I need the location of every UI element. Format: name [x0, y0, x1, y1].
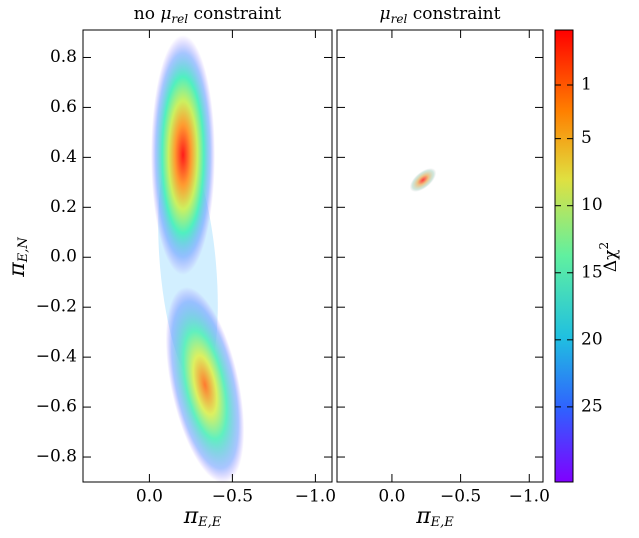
title-symbol: μ: [160, 4, 171, 24]
title-suffix: constraint: [413, 4, 501, 24]
colorbar-tick-label: 1: [581, 74, 592, 94]
colorbar-tick-label: 5: [581, 128, 592, 148]
colorbar-tick-label: 25: [581, 396, 603, 416]
title-prefix: no: [134, 4, 155, 24]
panel-title: no μrel constraint: [134, 4, 282, 29]
y-label-subscript: E,N: [16, 237, 31, 264]
colorbar-label-sup: 2: [597, 242, 611, 250]
colorbar-tick-label: 20: [581, 329, 603, 349]
title-subscript: rel: [391, 12, 408, 26]
colorbar-tick-label: 10: [581, 195, 603, 215]
x-tick-label: −0.5: [212, 487, 253, 507]
x-label-subscript: E,E: [197, 515, 222, 530]
panel-title: μrel constraint: [380, 4, 501, 29]
y-tick-label: −0.6: [36, 397, 77, 417]
title-subscript: rel: [171, 12, 188, 26]
title-suffix: constraint: [194, 4, 282, 24]
y-tick-label: 0.2: [50, 197, 77, 217]
x-label-symbol: π: [183, 504, 199, 529]
y-tick-label: 0.8: [50, 47, 77, 67]
y-axis-label: πE,N: [5, 237, 31, 278]
colorbar-label: Δχ2: [597, 242, 621, 272]
colorbar-label-symbol: Δχ: [601, 250, 621, 273]
x-label-subscript: E,E: [430, 515, 455, 530]
x-axis-label: πE,E: [415, 504, 454, 530]
x-tick-label: −1.0: [295, 487, 336, 507]
y-tick-label: −0.4: [36, 347, 77, 367]
title-symbol: μ: [380, 4, 391, 24]
y-tick-label: 0.4: [50, 147, 77, 167]
colorbar-tick-label: 15: [581, 262, 603, 282]
plot-frame: [82, 29, 333, 483]
density-clouds: [151, 35, 437, 484]
x-label-symbol: π: [415, 504, 431, 529]
x-tick-label: −0.5: [440, 487, 481, 507]
x-tick-label: 0.0: [136, 487, 163, 507]
x-tick-label: −1.0: [509, 487, 550, 507]
colorbar: [554, 29, 574, 483]
y-tick-label: 0.6: [50, 97, 77, 117]
y-tick-label: −0.2: [36, 297, 77, 317]
y-tick-label: −0.8: [36, 447, 77, 467]
y-label-symbol: π: [5, 262, 30, 278]
x-tick-label: 0.0: [378, 487, 405, 507]
y-tick-label: 0.0: [50, 247, 77, 267]
x-axis-label: πE,E: [183, 504, 222, 530]
plot-frame: [336, 29, 544, 483]
